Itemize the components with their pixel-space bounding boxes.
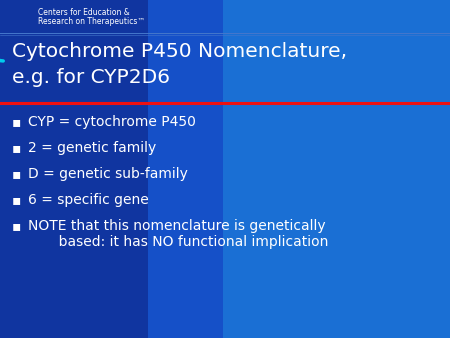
Bar [0,0,148,338]
Bar [148,0,223,338]
Text: ▪: ▪ [12,219,22,233]
Text: Centers for Education &: Centers for Education & [38,8,130,17]
Text: ▪: ▪ [12,141,22,155]
Text: NOTE that this nomenclature is genetically
       based: it has NO functional im: NOTE that this nomenclature is genetical… [28,219,328,249]
Text: ▪: ▪ [12,193,22,207]
Text: D = genetic sub-family: D = genetic sub-family [28,167,188,181]
Text: ▪: ▪ [12,167,22,181]
Text: 6 = specific gene: 6 = specific gene [28,193,149,207]
Text: e.g. for CYP2D6: e.g. for CYP2D6 [12,68,170,87]
Text: Research on Therapeutics™: Research on Therapeutics™ [38,17,145,26]
Text: CYP = cytochrome P450: CYP = cytochrome P450 [28,115,196,129]
Text: Cytochrome P450 Nomenclature,: Cytochrome P450 Nomenclature, [12,42,347,61]
Text: 2 = genetic family: 2 = genetic family [28,141,156,155]
Text: ▪: ▪ [12,115,22,129]
